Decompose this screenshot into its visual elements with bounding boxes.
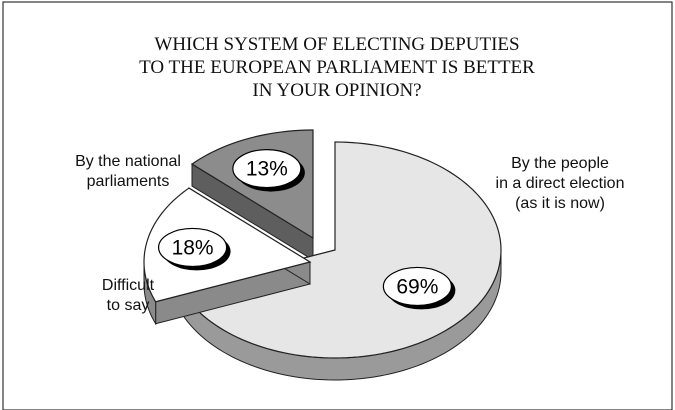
percent-label: 13% — [246, 158, 288, 181]
category-label: Difficult to say — [102, 277, 155, 314]
badge-oval — [157, 227, 228, 268]
category-label: By the national parliaments — [75, 153, 181, 190]
badge-oval — [232, 149, 302, 189]
percent-label: 18% — [172, 236, 214, 259]
category-label: By the people in a direct election (as it … — [496, 155, 625, 212]
badge-oval — [382, 266, 452, 307]
chart-title-line: WHICH SYSTEM OF ELECTING DEPUTIES — [154, 34, 519, 55]
chart-title-line: IN YOUR OPINION? — [252, 80, 421, 101]
percent-badge: 18% — [157, 227, 231, 271]
percent-badge: 13% — [232, 149, 305, 192]
percent-badge: 69% — [382, 266, 456, 310]
slice-labels: 69% 18% 13% By the people in a direct electi… — [75, 149, 625, 314]
percent-label: 69% — [396, 275, 438, 298]
chart-title-line: TO THE EUROPEAN PARLIAMENT IS BETTER — [139, 57, 535, 78]
